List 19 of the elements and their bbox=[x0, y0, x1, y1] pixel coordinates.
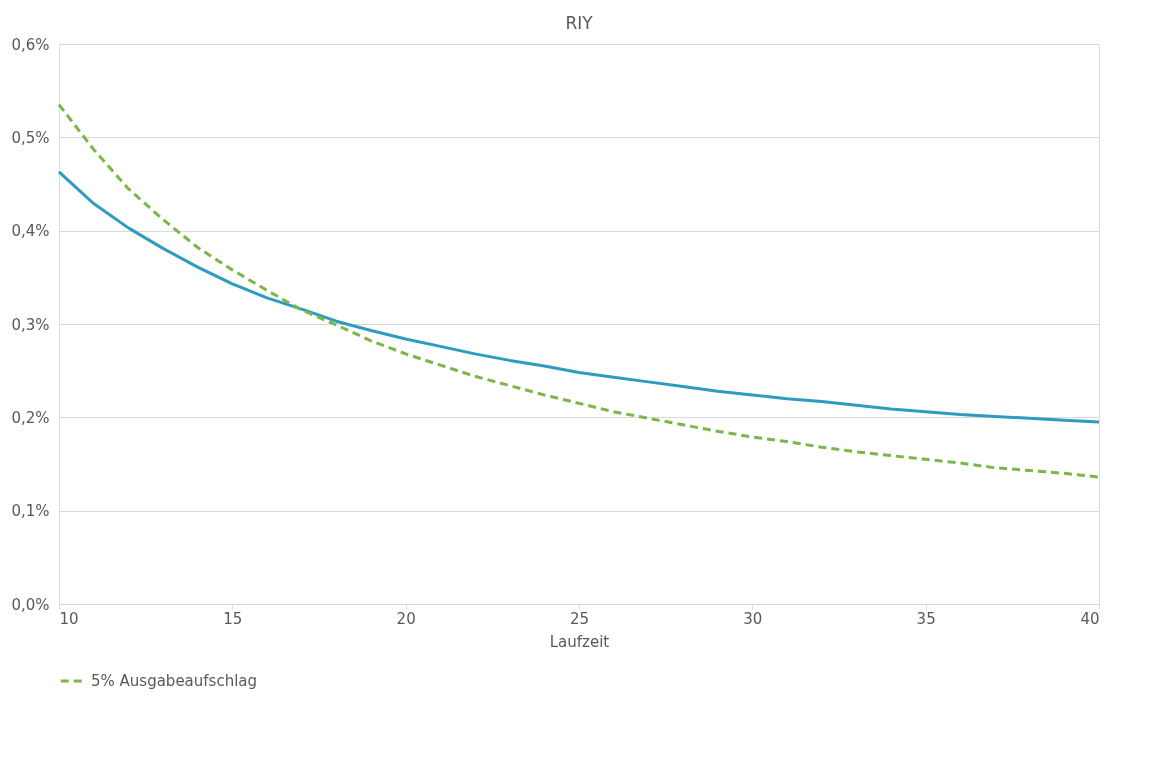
x-tick-label: 40 bbox=[1080, 609, 1100, 628]
x-axis-title: Laufzeit bbox=[549, 632, 610, 651]
y-tick-label: 0,5% bbox=[11, 128, 50, 147]
x-tick-label: 25 bbox=[569, 609, 590, 628]
y-tick-label: 0,3% bbox=[11, 315, 50, 334]
x-tick-label: 20 bbox=[396, 609, 416, 628]
chart-title: RIY bbox=[565, 13, 594, 33]
y-tick-label: 0,0% bbox=[11, 595, 50, 614]
line-series bbox=[57, 103, 1101, 479]
line-series bbox=[57, 170, 1101, 424]
y-tick-label: 0,6% bbox=[11, 35, 50, 54]
x-tick-label: 35 bbox=[916, 609, 936, 628]
legend-label: 5% Ausgabeaufschlag bbox=[91, 672, 258, 690]
x-tick-label: 30 bbox=[743, 609, 763, 628]
y-tick-label: 0,1% bbox=[11, 502, 50, 521]
x-tick-label: 15 bbox=[223, 609, 243, 628]
y-tick-label: 0,4% bbox=[11, 222, 50, 241]
y-tick-label: 0,2% bbox=[11, 408, 50, 427]
x-tick-label: 10 bbox=[59, 609, 79, 628]
